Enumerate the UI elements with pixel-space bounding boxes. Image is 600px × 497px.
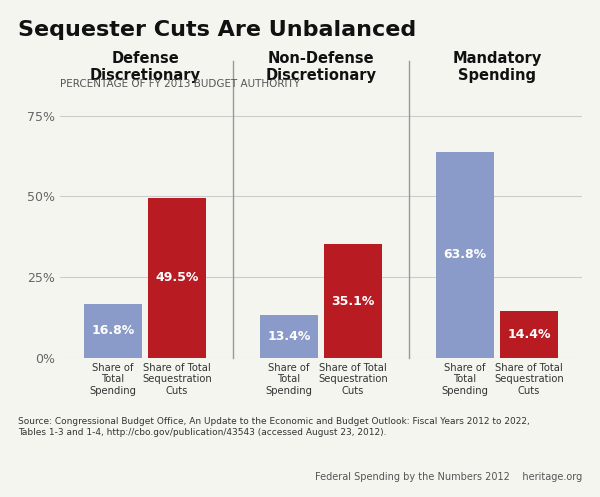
Text: PERCENTAGE OF FY 2013 BUDGET AUTHORITY: PERCENTAGE OF FY 2013 BUDGET AUTHORITY [60,80,300,89]
Text: 63.8%: 63.8% [443,248,487,261]
Bar [84,304,142,358]
Text: 49.5%: 49.5% [155,271,199,284]
Text: 35.1%: 35.1% [331,295,374,308]
Bar [500,311,558,358]
Text: Defense
Discretionary: Defense Discretionary [89,51,200,83]
Text: Mandatory
Spending: Mandatory Spending [452,51,542,83]
Bar [436,152,494,358]
Text: 14.4%: 14.4% [507,328,551,341]
Text: Non-Defense
Discretionary: Non-Defense Discretionary [265,51,377,83]
Bar [323,245,382,358]
Bar [260,315,319,358]
Bar [148,198,206,358]
Text: Sequester Cuts Are Unbalanced: Sequester Cuts Are Unbalanced [18,20,416,40]
Text: Source: Congressional Budget Office, An Update to the Economic and Budget Outloo: Source: Congressional Budget Office, An … [18,417,530,437]
Text: 13.4%: 13.4% [268,330,311,343]
Text: 16.8%: 16.8% [91,324,134,337]
Text: Federal Spending by the Numbers 2012    heritage.org: Federal Spending by the Numbers 2012 her… [315,472,582,482]
